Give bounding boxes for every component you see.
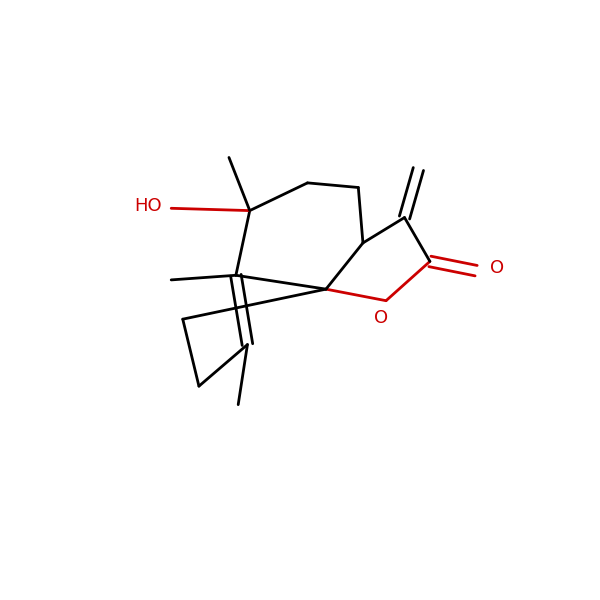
Text: O: O [374, 309, 388, 327]
Text: HO: HO [134, 197, 162, 215]
Text: O: O [490, 259, 504, 277]
